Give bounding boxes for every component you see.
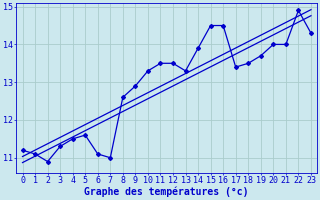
X-axis label: Graphe des températures (°c): Graphe des températures (°c) bbox=[84, 187, 249, 197]
